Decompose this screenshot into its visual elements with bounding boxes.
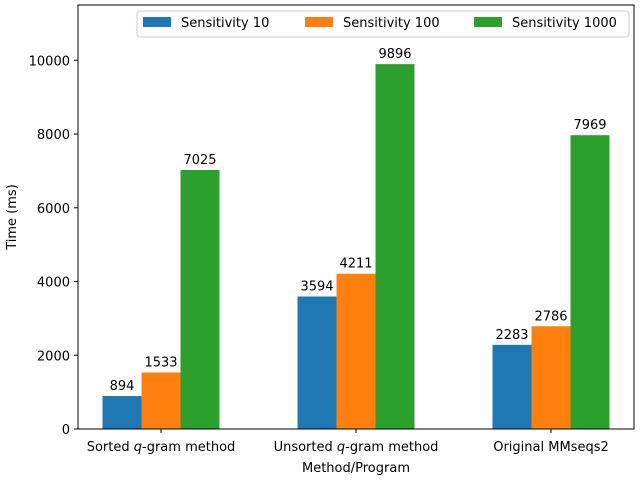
y-tick-label: 2000: [37, 349, 70, 364]
bar-3-1: [180, 169, 220, 429]
bar-1-2: [297, 296, 337, 429]
x-tick-label-part: -gram method: [142, 440, 235, 455]
bar-value-label: 894: [110, 379, 135, 394]
bar-labels-layer: 894 3594 2283 1533 4211 2786 7025 9896 7969: [110, 47, 607, 394]
bar-3-2: [375, 64, 415, 429]
legend-label: Sensitivity 100: [343, 16, 440, 31]
bar-value-label: 1533: [144, 355, 177, 370]
x-tick-label-part: -gram method: [345, 440, 438, 455]
x-tick-label-part: Unsorted: [274, 440, 337, 455]
bar-2-1: [141, 372, 181, 429]
bar-value-label: 9896: [378, 47, 411, 62]
bar-3-3: [570, 135, 610, 429]
y-tick-label: 0: [62, 423, 70, 438]
y-tick-label: 4000: [37, 276, 70, 291]
x-tick-label-part: q: [134, 440, 142, 455]
y-axis: 0 2000 4000 6000 8000 10000: [29, 54, 78, 438]
x-tick-label-part: Original MMseqs2: [493, 440, 609, 455]
x-tick-label-part: Sorted: [87, 440, 134, 455]
bar-value-label: 4211: [339, 257, 372, 272]
bar-1-1: [102, 396, 142, 429]
y-axis-label: Time (ms): [5, 184, 20, 251]
legend-swatch-3: [474, 17, 502, 27]
bars-layer: [102, 64, 610, 429]
x-tick-label: Original MMseqs2: [493, 440, 609, 455]
legend-swatch-1: [143, 17, 171, 27]
x-axis: Sorted q-gram method Unsorted q-gram meth…: [87, 429, 609, 455]
bar-1-3: [492, 344, 532, 429]
legend-label: Sensitivity 1000: [512, 16, 617, 31]
legend: Sensitivity 10 Sensitivity 100 Sensitivity…: [136, 10, 630, 38]
legend-swatch-2: [305, 17, 333, 27]
x-tick-label: Unsorted q-gram method: [274, 440, 439, 455]
legend-box: [136, 10, 630, 38]
bar-value-label: 7969: [573, 118, 606, 133]
x-tick-label: Sorted q-gram method: [87, 440, 236, 455]
y-tick-label: 8000: [37, 128, 70, 143]
x-tick-label-part: q: [337, 440, 345, 455]
bar-2-2: [336, 273, 376, 429]
y-tick-label: 6000: [37, 202, 70, 217]
legend-label: Sensitivity 10: [181, 16, 269, 31]
bar-value-label: 2283: [495, 328, 528, 343]
x-axis-label: Method/Program: [302, 461, 410, 476]
bar-value-label: 7025: [183, 153, 216, 168]
bar-value-label: 2786: [534, 309, 567, 324]
plot-frame: [77, 4, 635, 430]
y-tick-label: 10000: [29, 54, 70, 69]
bar-value-label: 3594: [300, 279, 333, 294]
bar-2-3: [531, 326, 571, 429]
